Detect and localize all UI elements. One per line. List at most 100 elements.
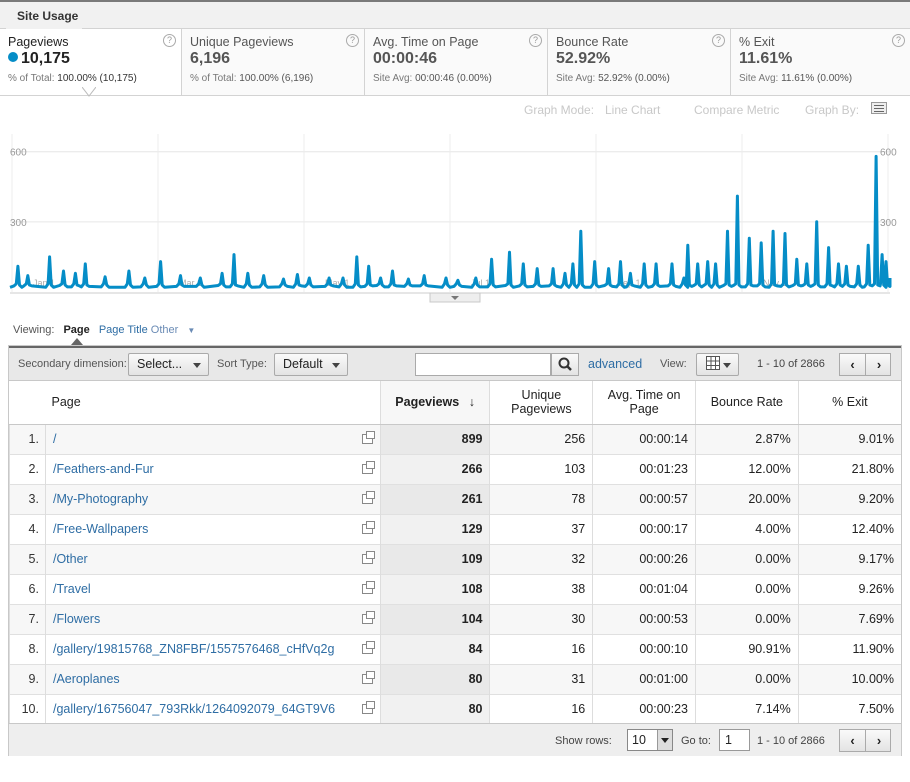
x-tick-label: May 1	[325, 278, 350, 288]
search-button[interactable]	[551, 353, 579, 376]
chevron-down-icon: ▼	[187, 326, 196, 335]
page-link[interactable]: /Feathers-and-Fur	[44, 453, 381, 484]
chevron-down-icon	[332, 363, 340, 368]
view-select[interactable]	[696, 353, 739, 376]
column-header-exit[interactable]: % Exit	[797, 381, 901, 425]
open-page-icon[interactable]	[361, 580, 375, 594]
sort-desc-icon: ↓	[468, 395, 475, 410]
column-header-bounce-rate[interactable]: Bounce Rate	[695, 381, 799, 425]
open-page-icon[interactable]	[361, 550, 375, 564]
row-number: 10.	[9, 693, 46, 724]
chevron-down-icon	[451, 296, 459, 300]
goto-label: Go to:	[681, 735, 711, 747]
secondary-dimension-select[interactable]: Select...	[128, 353, 209, 376]
open-page-icon[interactable]	[361, 670, 375, 684]
open-page-icon[interactable]	[361, 610, 375, 624]
cell-bounce-rate: 2.87%	[695, 423, 799, 454]
chevron-down-icon	[657, 730, 672, 750]
metric-pageviews[interactable]: Pageviews 10,175 % of Total: 100.00% (10…	[0, 29, 182, 97]
open-page-icon[interactable]	[361, 640, 375, 654]
pager: ‹ ›	[839, 353, 891, 376]
help-icon[interactable]: ?	[712, 34, 725, 47]
cell-pageviews: 80	[379, 693, 490, 724]
metric-exit[interactable]: % Exit 11.61% Site Avg: 11.61% (0.00%) ?	[731, 29, 910, 95]
page-link[interactable]: /Flowers	[44, 603, 381, 634]
metric-bounce-rate[interactable]: Bounce Rate 52.92% Site Avg: 52.92% (0.0…	[548, 29, 731, 95]
viewing-page[interactable]: Page	[63, 324, 90, 336]
graph-mode-label: Graph Mode:	[524, 103, 595, 117]
metric-tiles: Pageviews 10,175 % of Total: 100.00% (10…	[0, 29, 910, 97]
page-link[interactable]: /Travel	[44, 573, 381, 604]
graph-mode-select[interactable]: Line Chart	[605, 103, 661, 117]
help-icon[interactable]: ?	[163, 34, 176, 47]
tab-site-usage[interactable]: Site Usage	[6, 5, 82, 31]
cell-pageviews: 104	[379, 603, 490, 634]
row-number: 4.	[9, 513, 46, 544]
cell-unique-pageviews: 16	[489, 633, 593, 664]
row-number: 8.	[9, 633, 46, 664]
cell-pageviews: 129	[379, 513, 490, 544]
open-page-icon[interactable]	[361, 430, 375, 444]
goto-page-input[interactable]: 1	[719, 729, 750, 751]
cell-avg-time: 00:00:14	[592, 423, 696, 454]
column-header-page[interactable]: Page	[9, 381, 381, 425]
cell-unique-pageviews: 103	[489, 453, 593, 484]
open-page-icon[interactable]	[361, 520, 375, 534]
column-header-pageviews[interactable]: Pageviews ↓	[379, 381, 490, 425]
metric-label: Bounce Rate	[556, 35, 629, 49]
page-link[interactable]: /gallery/19815768_ZN8FBF/1557576468_cHfV…	[44, 633, 381, 664]
cell-exit: 9.26%	[797, 573, 901, 604]
page-link[interactable]: /Free-Wallpapers	[44, 513, 381, 544]
data-table: Page Pageviews ↓ Unique Pageviews Avg. T…	[9, 381, 901, 724]
metric-unique-pageviews[interactable]: Unique Pageviews 6,196 % of Total: 100.0…	[182, 29, 365, 95]
cell-exit: 7.69%	[797, 603, 901, 634]
table-row: 5./Other 109 32 00:00:26 0.00% 9.17%	[9, 543, 901, 574]
row-number: 7.	[9, 603, 46, 634]
viewing-indicator-icon	[71, 338, 83, 345]
prev-page-button[interactable]: ‹	[840, 730, 866, 751]
table-row: 8./gallery/19815768_ZN8FBF/1557576468_cH…	[9, 633, 901, 664]
prev-page-button[interactable]: ‹	[840, 354, 866, 375]
metric-value: 11.61%	[739, 50, 793, 67]
metric-sub-label: Site Avg:	[373, 73, 413, 84]
viewing-page-title[interactable]: Page Title	[98, 324, 148, 336]
footer-page-range: 1 - 10 of 2866	[757, 735, 825, 747]
open-page-icon[interactable]	[361, 490, 375, 504]
cell-pageviews: 80	[379, 663, 490, 694]
show-rows-select[interactable]: 10	[627, 729, 673, 751]
cell-bounce-rate: 90.91%	[695, 633, 799, 664]
graph-by-icon[interactable]	[871, 102, 887, 114]
metric-avg-time-on-page[interactable]: Avg. Time on Page 00:00:46 Site Avg: 00:…	[365, 29, 548, 95]
cell-exit: 21.80%	[797, 453, 901, 484]
search-input[interactable]	[415, 353, 551, 376]
page-link[interactable]: /Other	[44, 543, 381, 574]
table-view-icon	[706, 356, 720, 370]
page-link[interactable]: /	[44, 423, 381, 454]
open-page-icon[interactable]	[361, 460, 375, 474]
column-header-unique-pageviews[interactable]: Unique Pageviews	[489, 381, 593, 425]
next-page-button[interactable]: ›	[876, 733, 882, 748]
column-header-avg-time[interactable]: Avg. Time on Page	[592, 381, 696, 425]
cell-bounce-rate: 0.00%	[695, 603, 799, 634]
compare-metric-button[interactable]: Compare Metric	[694, 103, 780, 117]
page-link[interactable]: /gallery/16756047_793Rkk/1264092079_64GT…	[44, 693, 381, 724]
help-icon[interactable]: ?	[892, 34, 905, 47]
sort-type-select[interactable]: Default	[274, 353, 348, 376]
graph-by-label: Graph By:	[805, 103, 860, 117]
metric-sub-label: Site Avg:	[739, 73, 779, 84]
show-rows-label: Show rows:	[555, 735, 612, 747]
cell-avg-time: 00:01:04	[592, 573, 696, 604]
help-icon[interactable]: ?	[529, 34, 542, 47]
next-page-button[interactable]: ›	[876, 357, 882, 372]
cell-bounce-rate: 0.00%	[695, 663, 799, 694]
page-link[interactable]: /Aeroplanes	[44, 663, 381, 694]
help-icon[interactable]: ?	[346, 34, 359, 47]
view-label: View:	[660, 358, 687, 370]
advanced-filter-link[interactable]: advanced	[588, 357, 643, 371]
viewing-other[interactable]: Other ▼	[150, 324, 196, 336]
open-page-icon[interactable]	[361, 700, 375, 714]
page-link[interactable]: /My-Photography	[44, 483, 381, 514]
cell-pageviews: 109	[379, 543, 490, 574]
metric-sub-label: % of Total:	[190, 73, 237, 84]
chevron-down-icon	[723, 363, 731, 368]
